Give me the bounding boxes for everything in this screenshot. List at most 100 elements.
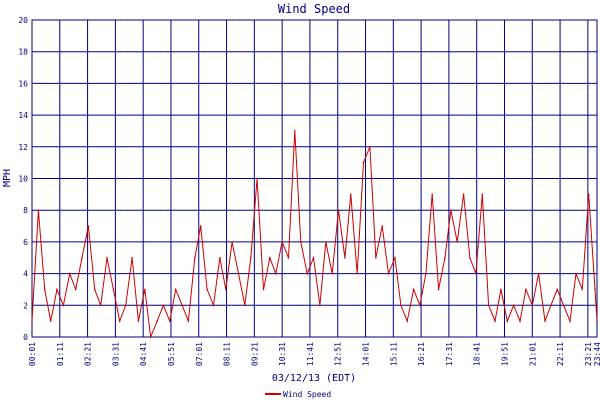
data-point xyxy=(344,257,346,259)
data-point xyxy=(356,272,359,275)
data-point xyxy=(537,272,540,275)
data-point xyxy=(525,288,527,291)
data-point xyxy=(137,320,140,322)
data-point xyxy=(581,288,584,291)
data-point xyxy=(506,320,509,322)
data-point xyxy=(412,288,415,291)
data-point xyxy=(387,272,390,275)
y-tick-label: 0 xyxy=(23,333,28,342)
x-tick-label: 00:01 xyxy=(28,342,37,366)
data-point xyxy=(37,209,40,211)
data-point xyxy=(187,320,190,322)
data-point xyxy=(162,304,165,307)
data-point xyxy=(494,320,496,322)
x-tick-label: 09:21 xyxy=(250,342,259,366)
data-point xyxy=(394,257,396,259)
data-point xyxy=(456,241,459,243)
x-axis-title: 03/12/13 (EDT) xyxy=(272,373,356,384)
data-point xyxy=(74,288,77,291)
x-tick-label: 17:31 xyxy=(445,342,454,366)
data-point xyxy=(469,257,471,259)
x-tick-label: 15:11 xyxy=(389,342,398,366)
legend-label-wind-speed: Wind Speed xyxy=(283,390,331,399)
data-point xyxy=(219,257,221,259)
data-point xyxy=(562,304,565,307)
y-tick-label: 14 xyxy=(18,111,28,120)
data-point xyxy=(544,320,546,322)
x-tick-label: 03:31 xyxy=(111,342,120,366)
data-point xyxy=(106,257,108,259)
data-point xyxy=(306,272,309,275)
data-point xyxy=(337,209,340,211)
data-point xyxy=(174,288,177,291)
x-tick-label: 04:41 xyxy=(139,342,148,366)
x-tick-label: 21:01 xyxy=(528,342,537,366)
x-tick-label: 10:31 xyxy=(278,342,287,366)
y-tick-label: 18 xyxy=(18,48,28,57)
data-point xyxy=(81,257,83,259)
data-point xyxy=(375,257,377,259)
data-point xyxy=(294,130,296,132)
x-tick-label: 16:21 xyxy=(417,342,426,366)
x-tick-label: 07:01 xyxy=(195,342,204,366)
y-tick-label: 16 xyxy=(18,79,28,88)
data-point xyxy=(131,257,133,259)
data-point xyxy=(231,241,233,243)
x-tick-label: 19:51 xyxy=(500,342,509,366)
data-point xyxy=(250,257,252,259)
data-point xyxy=(594,288,596,291)
data-point xyxy=(462,193,465,196)
x-tick-label: 22:11 xyxy=(556,342,565,366)
data-point xyxy=(225,288,227,291)
data-point xyxy=(362,161,365,164)
data-point xyxy=(406,320,409,322)
x-tick-label: 23:44 xyxy=(593,342,600,366)
grid xyxy=(31,19,598,338)
data-point xyxy=(112,288,115,291)
data-point xyxy=(431,193,434,196)
data-point xyxy=(269,257,271,259)
data-point xyxy=(587,193,590,196)
data-point xyxy=(244,304,246,307)
data-point xyxy=(194,257,196,259)
data-point xyxy=(425,272,427,275)
data-point xyxy=(400,304,402,307)
data-point xyxy=(43,288,46,291)
data-point xyxy=(124,304,127,307)
data-point xyxy=(556,288,559,291)
data-point xyxy=(319,304,321,307)
x-tick-label: 08:11 xyxy=(223,342,232,366)
data-point xyxy=(575,272,577,275)
data-point xyxy=(93,288,96,291)
data-point xyxy=(300,241,302,243)
series-line-wind-speed xyxy=(31,130,598,339)
y-tick-label: 10 xyxy=(18,175,28,184)
data-point xyxy=(512,304,515,307)
x-tick-label: 14:01 xyxy=(362,342,371,366)
y-tick-label: 12 xyxy=(18,143,28,152)
data-point xyxy=(144,288,146,291)
data-point xyxy=(381,225,384,227)
data-point xyxy=(212,304,215,307)
y-tick-label: 4 xyxy=(23,270,28,279)
data-point xyxy=(500,288,502,291)
data-point xyxy=(262,288,265,291)
data-point xyxy=(519,320,521,322)
x-tick-label: 18:41 xyxy=(473,342,482,366)
y-tick-label: 2 xyxy=(23,301,28,310)
x-tick-label: 11:41 xyxy=(306,342,315,366)
data-point xyxy=(487,304,490,307)
y-tick-label: 6 xyxy=(23,238,28,247)
data-point xyxy=(450,209,452,211)
x-tick-label: 05:51 xyxy=(167,342,176,366)
data-point xyxy=(419,304,421,307)
data-point xyxy=(68,272,71,275)
data-point xyxy=(181,304,183,307)
data-point xyxy=(350,193,352,196)
data-point xyxy=(325,241,327,243)
data-point xyxy=(169,320,171,322)
y-tick-labels: 0 2 4 6 8 10 12 14 16 18 20 xyxy=(18,16,28,342)
data-point xyxy=(281,241,283,243)
chart-title: Wind Speed xyxy=(278,2,350,16)
